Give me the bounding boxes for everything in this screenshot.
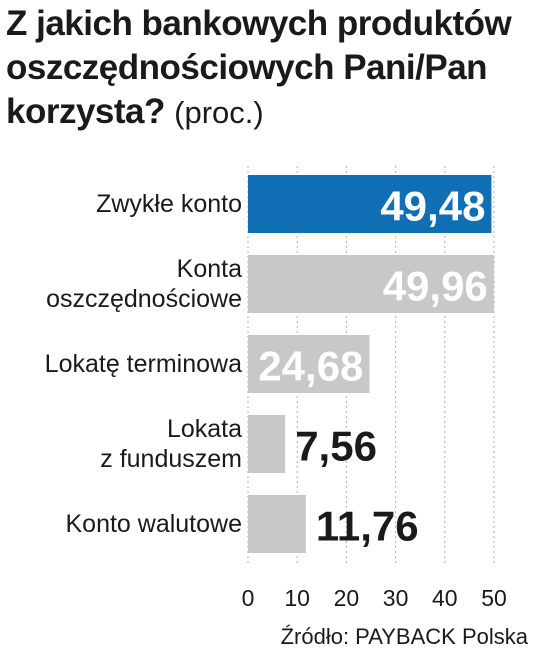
value-labels: 49,48 49,96 24,68 7,56 11,76 <box>258 183 487 550</box>
x-tick-label: 40 <box>432 585 458 611</box>
bar <box>248 175 492 233</box>
bars <box>248 175 494 553</box>
category-label: oszczędnościowe <box>46 285 242 313</box>
title-text: Z jakich bankowych produktów oszczędnośc… <box>6 4 512 131</box>
bar <box>248 415 286 473</box>
bar <box>248 335 370 393</box>
category-label: Zwykłe konto <box>96 190 242 218</box>
value-label: 49,48 <box>380 183 485 230</box>
bar <box>248 255 494 313</box>
value-label: 49,96 <box>383 263 488 310</box>
x-axis-ticks: 0 10 20 30 40 50 <box>242 585 507 611</box>
category-label: Lokatę terminowa <box>45 350 242 378</box>
x-tick-label: 30 <box>383 585 409 611</box>
value-label: 24,68 <box>258 343 363 390</box>
bar <box>248 495 306 553</box>
unit-label: (proc.) <box>174 95 264 130</box>
source-note: Źródło: PAYBACK Polska <box>280 624 528 649</box>
category-label: Konta <box>177 255 242 283</box>
category-label: z funduszem <box>100 445 242 473</box>
value-label: 11,76 <box>316 503 419 550</box>
value-label: 7,56 <box>295 423 377 470</box>
x-tick-label: 20 <box>334 585 360 611</box>
x-tick-label: 10 <box>284 585 310 611</box>
category-label: Konto walutowe <box>65 510 242 538</box>
x-tick-label: 0 <box>242 585 255 611</box>
chart-title: Z jakich bankowych produktów oszczędnośc… <box>6 2 534 135</box>
category-label: Lokata <box>167 415 242 443</box>
x-tick-label: 50 <box>481 585 507 611</box>
